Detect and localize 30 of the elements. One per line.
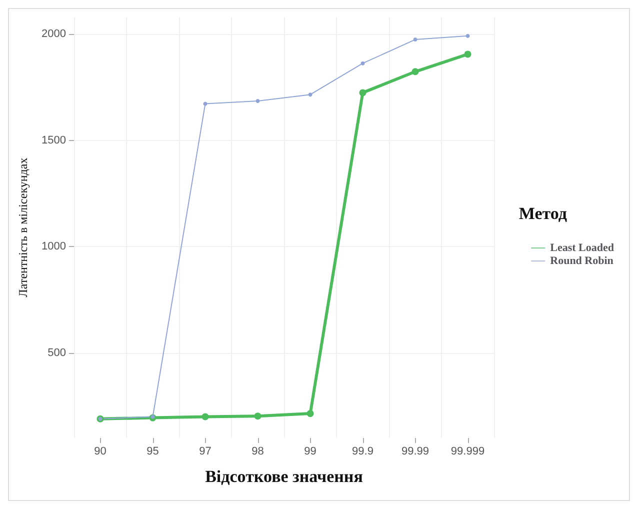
point <box>150 414 155 419</box>
y-tick-label: 1500 <box>42 134 66 146</box>
point <box>203 102 208 106</box>
x-tick-label: 98 <box>252 446 264 458</box>
x-axis-title: Відсоткове значення <box>205 467 363 486</box>
legend-title: Метод <box>518 204 568 223</box>
x-tick-label: 99.9 <box>352 446 374 458</box>
point <box>256 98 260 103</box>
point <box>254 412 262 420</box>
legend-label: Round Robin <box>550 255 614 267</box>
point <box>359 89 366 96</box>
point <box>413 38 418 42</box>
y-tick-label: 1000 <box>42 240 66 253</box>
legend-label: Least Loaded <box>550 242 614 254</box>
point <box>306 410 314 418</box>
point <box>202 413 209 420</box>
y-tick-label: 500 <box>48 346 66 359</box>
y-tick-label: 2000 <box>42 28 66 40</box>
point <box>360 61 365 66</box>
x-tick-label: 99.99 <box>401 446 430 458</box>
point <box>464 50 472 58</box>
point <box>308 92 312 97</box>
x-tick-label: 99.999 <box>450 446 485 458</box>
x-tick-label: 95 <box>146 446 159 458</box>
x-tick-label: 90 <box>94 446 106 458</box>
x-tick-label: 99 <box>304 446 316 458</box>
point <box>412 68 419 76</box>
point <box>466 34 470 38</box>
x-tick-label: 97 <box>199 446 212 458</box>
y-axis-title: Латентність в мілісекундах <box>16 158 30 298</box>
